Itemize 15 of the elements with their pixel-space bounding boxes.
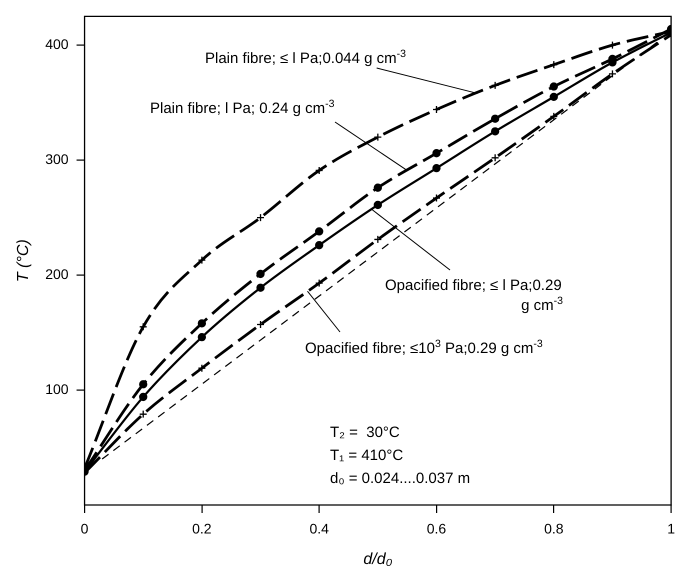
y-tick-label: 400 (45, 36, 69, 52)
x-tick-label: 0.6 (426, 520, 446, 536)
y-tick-label: 100 (45, 380, 69, 397)
x-tick-label: 0 (80, 520, 89, 536)
x-axis-title: d/d₀ (363, 550, 393, 568)
x-tick-label: 0.2 (192, 520, 212, 536)
x-tick-label: 1 (667, 520, 676, 536)
x-tick-label: 0.4 (309, 520, 330, 536)
x-tick-label: 0.8 (544, 520, 564, 536)
annotation: T₂ = 30°C (330, 424, 400, 441)
annotation: d₀ = 0.024....0.037 m (330, 470, 470, 487)
y-axis-title: T (°C) (15, 239, 32, 282)
annotation: T₁ = 410°C (330, 447, 404, 464)
y-tick-label: 300 (45, 150, 69, 167)
y-tick-label: 200 (45, 266, 69, 282)
